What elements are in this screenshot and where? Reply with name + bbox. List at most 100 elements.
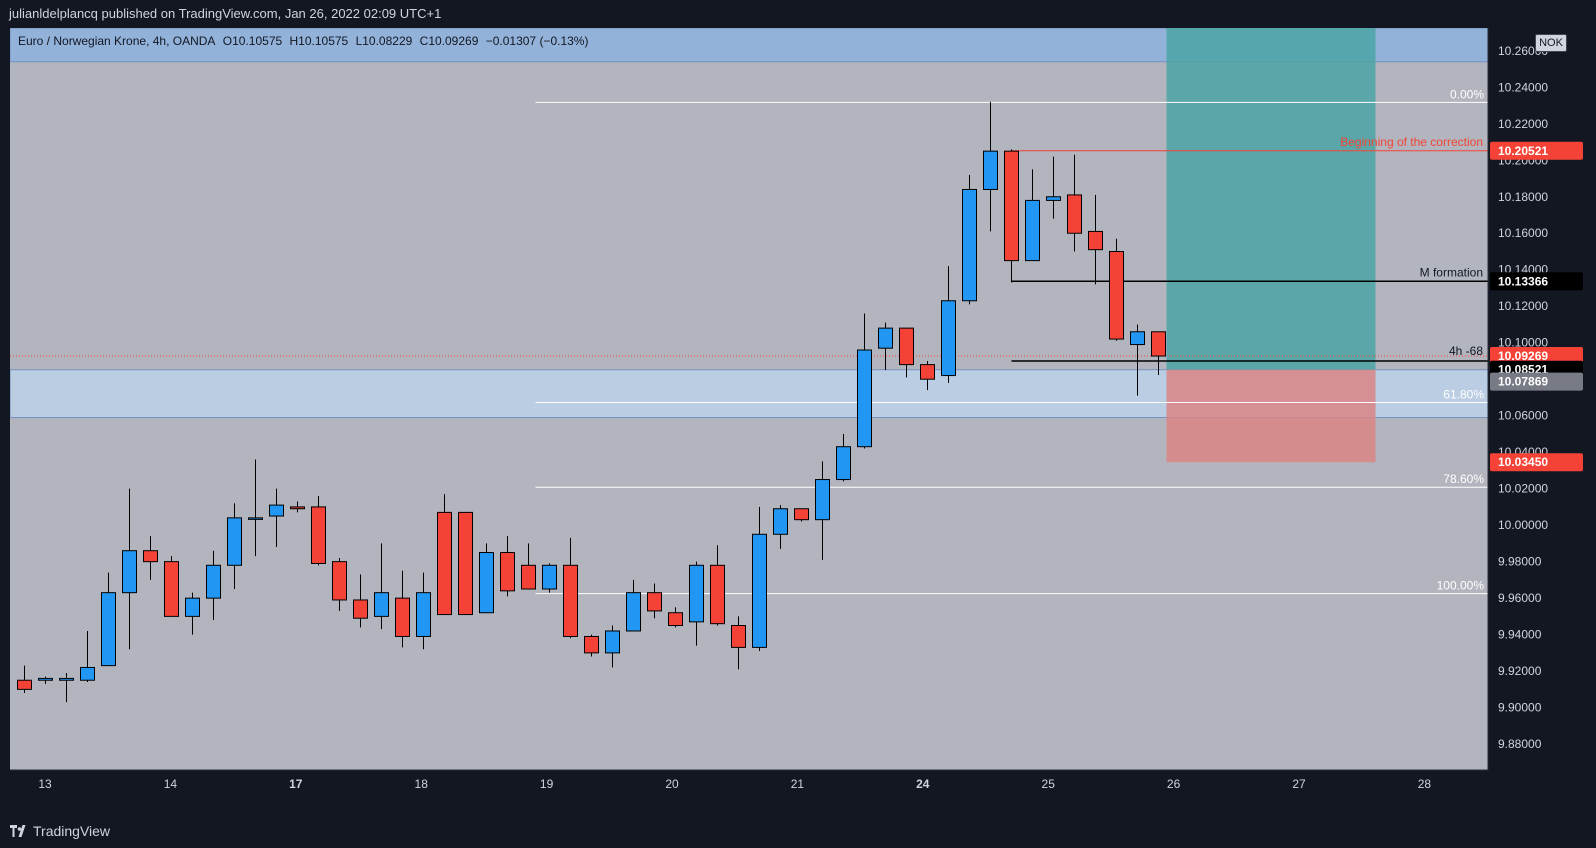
price-label-text: 10.03450 [1498,455,1548,469]
candle-body [605,630,620,654]
price-label-text: 10.09269 [1498,349,1548,363]
fib-label-3: 100.00% [1437,579,1485,593]
x-tick-label: 19 [540,777,554,791]
y-tick-label: 10.22000 [1498,117,1548,131]
candle-body [290,506,305,510]
legend-change: −0.01307 (−0.13%) [485,34,589,48]
candle-body [815,479,830,521]
legend-symbol[interactable]: Euro / Norwegian Krone, 4h, OANDA [18,34,216,48]
candle-body [122,550,137,594]
candle-body [227,517,242,566]
candle-body [353,599,368,619]
price-label-text: 10.07869 [1498,375,1548,389]
y-tick-label: 9.90000 [1498,701,1542,715]
currency-badge[interactable]: NOK [1535,34,1567,52]
price-label-box [1490,372,1583,391]
candle-body [248,517,263,520]
tradingview-logo-icon [10,825,26,837]
candle-body [500,552,515,592]
chart-area[interactable]: 0.00% 61.80% 78.60% 100.00% Beginning of the… [10,28,1585,814]
candle-body [689,564,704,623]
price-label-box [1490,272,1583,291]
candle-body [857,349,872,448]
x-tick-label: 13 [38,777,52,791]
fib-label-0: 0.00% [1450,87,1484,101]
candle-body [1025,199,1040,262]
candle-body [1130,331,1145,346]
candle-body [332,561,347,601]
y-tick-label: 10.16000 [1498,226,1548,240]
candle-body [521,564,536,590]
candle-body [395,597,410,637]
footer: TradingView [0,815,1596,848]
candle-body [269,504,284,517]
candle-body [59,677,74,681]
candle-body [983,150,998,190]
candle-body [143,550,158,563]
y-tick-label: 10.00000 [1498,518,1548,532]
candle-body [647,592,662,612]
y-tick-label: 10.24000 [1498,80,1548,94]
x-tick-label: 25 [1042,777,1056,791]
candle-body [731,625,746,648]
position-profit-zone [1166,28,1376,370]
y-tick-label: 10.02000 [1498,482,1548,496]
y-tick-label: 9.98000 [1498,555,1542,569]
candle-body [458,511,473,616]
candle-body [626,592,641,632]
x-tick-label: 14 [164,777,178,791]
candle-body [962,188,977,302]
candle-body [185,597,200,617]
candle-body [1004,150,1019,262]
x-tick-label: 21 [791,777,805,791]
price-label-box [1490,141,1583,160]
legend-high: H10.10575 [289,34,349,48]
candle-body [374,592,389,617]
candle-body [542,564,557,590]
candle-body [941,300,956,377]
candle-body [920,364,935,380]
candle-body [668,612,683,627]
candle-body [794,508,809,521]
published-line: julianldelplancq published on TradingVie… [9,6,442,21]
candle-body [1088,230,1103,251]
price-chart[interactable]: 0.00% 61.80% 78.60% 100.00% Beginning of the… [10,28,1585,814]
x-tick-label: 20 [665,777,679,791]
fib-label-2: 78.60% [1443,472,1484,486]
candle-body [773,508,788,535]
time-axis-background [10,770,1585,814]
y-tick-label: 10.10000 [1498,336,1548,350]
candle-body [1067,194,1082,234]
candle-body [164,561,179,617]
candle-body [710,564,725,625]
position-loss-zone [1166,369,1376,463]
candle-body [752,533,767,648]
y-tick-label: 10.18000 [1498,190,1548,204]
x-tick-label: 26 [1167,777,1181,791]
x-tick-label: 27 [1292,777,1306,791]
candle-body [899,327,914,366]
candle-body [206,564,221,599]
footer-brand[interactable]: TradingView [33,823,111,839]
y-tick-label: 10.06000 [1498,409,1548,423]
candle-body [1046,196,1061,201]
y-tick-label: 9.96000 [1498,591,1542,605]
candle-body [437,511,452,616]
candle-body [101,592,116,667]
candle-body [878,327,893,349]
y-tick-label: 9.94000 [1498,628,1542,642]
entry-label: 4h -68 [1449,344,1483,358]
price-label-text: 10.20521 [1498,144,1548,158]
y-tick-label: 9.92000 [1498,664,1542,678]
x-tick-label: 28 [1418,777,1432,791]
y-tick-label: 10.12000 [1498,299,1548,313]
candle-body [584,635,599,654]
candle-body [80,666,95,681]
m-formation-label: M formation [1420,265,1483,279]
x-tick-label: 24 [916,777,930,791]
y-tick-label: 9.88000 [1498,737,1542,751]
price-label-box [1490,453,1583,472]
fib-label-1: 61.80% [1443,388,1484,402]
legend-low: L10.08229 [355,34,413,48]
candle-body [479,552,494,614]
